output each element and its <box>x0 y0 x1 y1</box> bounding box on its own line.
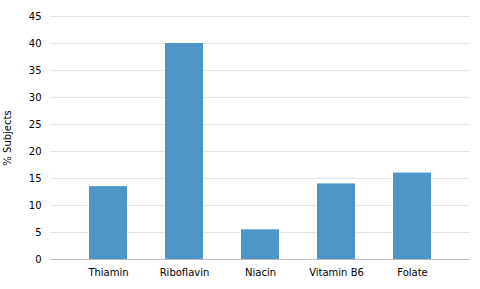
svg-text:20: 20 <box>29 146 42 157</box>
svg-text:45: 45 <box>29 11 42 22</box>
svg-text:15: 15 <box>29 173 42 184</box>
svg-text:Niacin: Niacin <box>245 267 276 278</box>
svg-text:Folate: Folate <box>397 267 428 278</box>
svg-text:0: 0 <box>35 254 41 265</box>
svg-text:25: 25 <box>29 119 42 130</box>
svg-text:Thiamin: Thiamin <box>87 267 128 278</box>
svg-text:10: 10 <box>29 200 42 211</box>
svg-text:5: 5 <box>35 227 41 238</box>
svg-text:35: 35 <box>29 65 42 76</box>
svg-text:Riboflavin: Riboflavin <box>160 267 210 278</box>
svg-text:40: 40 <box>29 38 42 49</box>
svg-text:Vitamin B6: Vitamin B6 <box>309 267 364 278</box>
svg-text:% Subjects: % Subjects <box>2 110 13 165</box>
svg-text:30: 30 <box>29 92 42 103</box>
